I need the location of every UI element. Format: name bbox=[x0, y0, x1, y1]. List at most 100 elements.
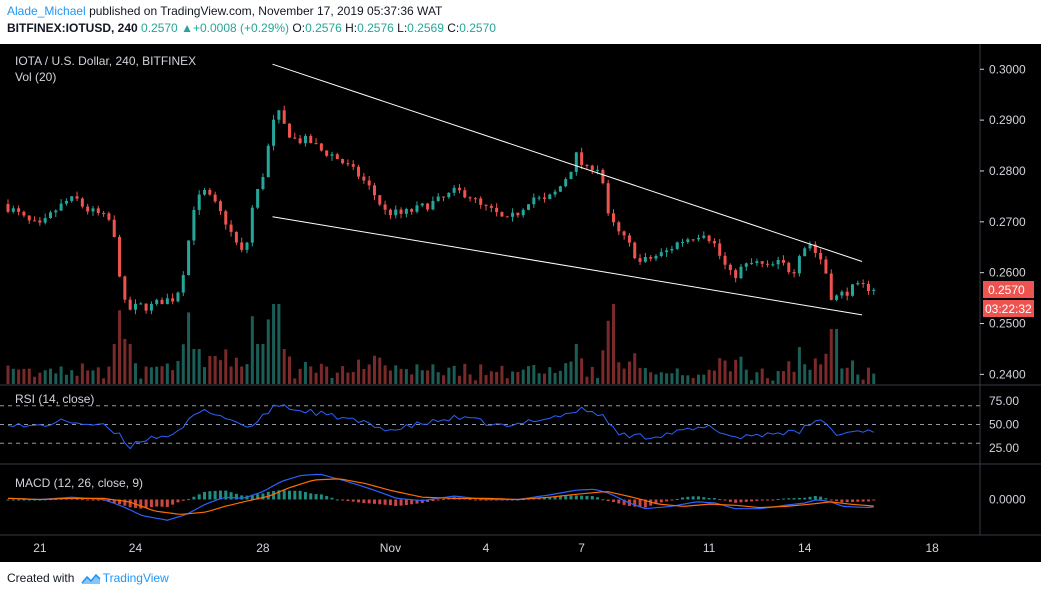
footer: Created with TradingView bbox=[7, 571, 169, 585]
candle-body bbox=[372, 185, 376, 196]
macd-histogram-bar bbox=[558, 496, 562, 500]
volume-bar bbox=[670, 373, 674, 384]
candle-body bbox=[293, 137, 297, 139]
chart-area[interactable]: 0.3000 0.2900 0.2800 0.2700 0.2600 0.2500 0.24… bbox=[0, 44, 1041, 562]
candle-body bbox=[516, 212, 520, 216]
candle-body bbox=[665, 250, 669, 253]
candle-body bbox=[415, 205, 419, 212]
candle-body bbox=[410, 209, 414, 212]
volume-bar bbox=[606, 320, 610, 384]
volume-bar bbox=[187, 312, 191, 384]
volume-bar bbox=[792, 371, 796, 384]
candle-body bbox=[43, 218, 47, 223]
macd-histogram-bar bbox=[208, 491, 212, 500]
countdown-text: 03:22:32 bbox=[985, 302, 1032, 316]
macd-histogram-bar bbox=[266, 491, 270, 500]
macd-histogram-bar bbox=[383, 499, 387, 505]
candle-body bbox=[346, 163, 350, 165]
volume-bar bbox=[38, 372, 42, 384]
low-value: 0.2569 bbox=[407, 21, 444, 35]
candle-body bbox=[574, 152, 578, 172]
volume-bar bbox=[426, 370, 430, 384]
price-tick-label: 0.2600 bbox=[989, 266, 1026, 280]
candle-body bbox=[149, 303, 153, 311]
macd-histogram-bar bbox=[739, 499, 743, 503]
macd-histogram-bar bbox=[569, 495, 573, 500]
macd-histogram-bar bbox=[298, 490, 302, 500]
macd-histogram-bar bbox=[22, 499, 26, 501]
candle-body bbox=[691, 239, 695, 241]
volume-bar bbox=[155, 366, 159, 384]
macd-histogram-bar bbox=[181, 499, 185, 501]
macd-histogram-bar bbox=[309, 493, 313, 500]
candle-body bbox=[436, 196, 440, 201]
candle-body bbox=[245, 242, 249, 250]
volume-bar bbox=[383, 365, 387, 384]
macd-histogram-bar bbox=[118, 499, 122, 505]
macd-histogram-bar bbox=[553, 496, 557, 500]
volume-bar bbox=[91, 370, 95, 384]
volume-bar bbox=[48, 368, 52, 384]
candle-body bbox=[558, 186, 562, 192]
volume-bar bbox=[282, 349, 286, 384]
symbol-ohlc-line: BITFINEX:IOTUSD, 240 0.2570 ▲+0.0008 (+0… bbox=[7, 21, 496, 35]
author-link[interactable]: Alade_Michael bbox=[7, 4, 86, 18]
candle-body bbox=[314, 143, 318, 145]
volume-bar bbox=[537, 373, 541, 384]
candle-body bbox=[192, 209, 196, 241]
candle-body bbox=[622, 231, 626, 236]
volume-bar bbox=[457, 375, 461, 384]
volume-bar bbox=[866, 367, 870, 384]
volume-bar bbox=[442, 375, 446, 384]
candle-body bbox=[866, 283, 870, 291]
volume-bar bbox=[436, 372, 440, 384]
candle-body bbox=[851, 284, 855, 296]
macd-histogram-bar bbox=[272, 490, 276, 500]
macd-histogram-bar bbox=[250, 494, 254, 500]
candle-body bbox=[489, 205, 493, 208]
volume-bar bbox=[256, 344, 260, 384]
macd-histogram-bar bbox=[192, 496, 196, 500]
price-tick-label: 0.2700 bbox=[989, 215, 1026, 229]
candle-body bbox=[755, 261, 759, 264]
macd-histogram-bar bbox=[702, 497, 706, 500]
macd-histogram-bar bbox=[447, 498, 451, 500]
trendline-upper bbox=[272, 63, 863, 262]
volume-bar bbox=[500, 365, 504, 384]
volume-label: Vol (20) bbox=[15, 70, 57, 84]
candle-body bbox=[659, 252, 663, 256]
candle-body bbox=[266, 145, 270, 178]
volume-bar bbox=[102, 378, 106, 384]
candle-body bbox=[357, 166, 361, 177]
macd-histogram-bar bbox=[346, 499, 350, 501]
macd-histogram-bar bbox=[282, 490, 286, 500]
candle-body bbox=[64, 200, 68, 204]
candle-body bbox=[638, 258, 642, 262]
candle-body bbox=[165, 298, 169, 305]
price-tick-label: 0.2800 bbox=[989, 164, 1026, 178]
macd-histogram-bar bbox=[750, 499, 754, 502]
volume-bar bbox=[224, 349, 228, 384]
volume-bar bbox=[272, 304, 276, 384]
volume-bar bbox=[776, 371, 780, 384]
candle-body bbox=[463, 190, 467, 198]
volume-bar bbox=[707, 369, 711, 384]
candle-body bbox=[224, 211, 228, 225]
volume-bar bbox=[558, 370, 562, 384]
candle-body bbox=[606, 183, 610, 214]
macd-histogram-bar bbox=[665, 499, 669, 502]
macd-histogram-bar bbox=[6, 499, 10, 501]
volume-bar bbox=[728, 371, 732, 384]
chart-canvas[interactable]: 0.3000 0.2900 0.2800 0.2700 0.2600 0.2500 0.24… bbox=[0, 44, 1041, 562]
volume-bar bbox=[250, 316, 254, 384]
volume-bar bbox=[341, 366, 345, 384]
candle-body bbox=[218, 201, 222, 212]
candle-body bbox=[181, 275, 185, 293]
macd-histogram-bar bbox=[633, 499, 637, 507]
candle-body bbox=[548, 194, 552, 199]
volume-bar bbox=[601, 350, 605, 384]
macd-histogram-bar bbox=[357, 499, 361, 503]
volume-bar bbox=[165, 363, 169, 384]
macd-histogram-bar bbox=[696, 496, 700, 500]
tradingview-brand-link[interactable]: TradingView bbox=[102, 571, 169, 585]
